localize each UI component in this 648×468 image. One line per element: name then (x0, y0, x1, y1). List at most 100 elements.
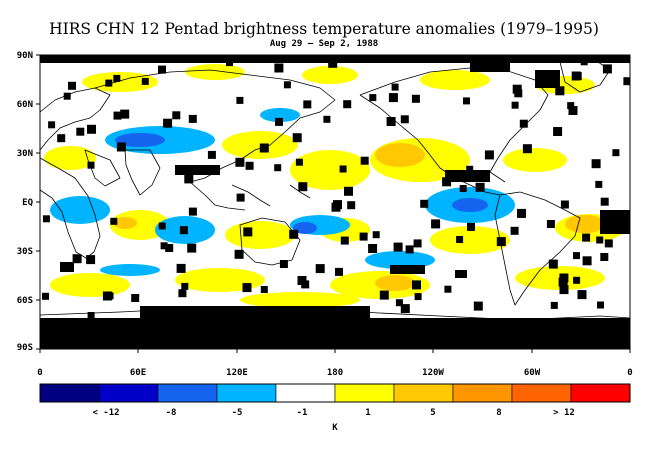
missing-data-cell (379, 290, 389, 300)
missing-data-cell (289, 229, 299, 239)
missing-data-cell (372, 231, 380, 239)
missing-data-cell (517, 208, 526, 218)
missing-data-cell (522, 144, 532, 154)
missing-data-cell (226, 59, 233, 67)
missing-data-cell (510, 226, 519, 235)
missing-data-cell (602, 64, 612, 74)
missing-data-cell (301, 280, 310, 289)
missing-data-cell (113, 111, 122, 120)
lat-label-30n: 30N (17, 149, 33, 159)
missing-data-cell (235, 157, 245, 167)
missing-data-cell (411, 94, 420, 103)
missing-data-cell (113, 74, 121, 82)
missing-data-cell (86, 255, 96, 265)
missing-data-cell (102, 291, 112, 301)
coastlines (40, 59, 630, 321)
missing-data-cell (591, 159, 601, 169)
missing-data-cell (596, 236, 604, 244)
missing-data-cell (405, 245, 414, 254)
missing-data-cell (573, 252, 580, 260)
missing-data-cell (580, 58, 588, 66)
missing-data-cell (600, 197, 609, 206)
missing-data-cell (76, 127, 85, 136)
missing-data-cell (369, 94, 377, 102)
lat-label-30s: 30S (17, 247, 33, 257)
missing-data-cell (274, 164, 282, 172)
missing-data-cell (582, 256, 592, 266)
missing-data-cell (188, 207, 197, 216)
colorbar-label-neg8: -8 (166, 408, 177, 418)
missing-data-cell (181, 282, 189, 290)
missing-data-cell (243, 227, 253, 237)
missing-data-cell (463, 97, 470, 105)
missing-data-cell (343, 100, 352, 109)
missing-data-cell (283, 81, 291, 89)
missing-data-cell (328, 58, 338, 68)
missing-data-cell (274, 63, 284, 73)
missing-data-cell (360, 156, 369, 165)
colorbar-label-lt-12: < -12 (92, 408, 119, 418)
colorbar-swatch (216, 383, 277, 403)
lon-label-60e: 60E (130, 368, 146, 378)
missing-data-cell (178, 289, 187, 298)
missing-data-cell (400, 115, 409, 124)
missing-data-cell (555, 87, 563, 95)
missing-data-cell (604, 239, 613, 248)
missing-data-cell (298, 182, 308, 192)
missing-data-cell (105, 79, 113, 87)
missing-data-cell (582, 233, 591, 242)
missing-data-cell (512, 84, 522, 94)
missing-data-cell (386, 117, 396, 126)
missing-data-cell (444, 285, 452, 293)
missing-data-cell (414, 293, 422, 301)
missing-data-cell (87, 124, 96, 134)
missing-data-cell (484, 150, 494, 160)
missing-data-cell (459, 185, 467, 192)
missing-data-cell (315, 264, 325, 274)
colorbar-boxes (39, 383, 631, 403)
colorbar: < -12 -8 -5 -1 1 5 8 > 12 K (39, 383, 631, 433)
missing-data-cell (187, 243, 197, 253)
missing-data-cell (245, 161, 254, 170)
lon-label-120w: 120W (422, 368, 444, 378)
missing-data-cell (395, 299, 403, 307)
missing-data-cell (550, 301, 558, 309)
missing-data-cell (559, 273, 569, 283)
missing-data-cell (131, 294, 140, 302)
missing-data-cell (595, 180, 603, 188)
missing-data-cell (548, 259, 558, 269)
missing-data-cell (42, 292, 49, 300)
missing-data-cell (344, 186, 353, 196)
missing-data-cell (519, 119, 528, 128)
missing-data-cell (163, 118, 173, 128)
missing-data-cell (158, 65, 166, 74)
missing-data-cell (410, 265, 418, 273)
colorbar-label-1: 1 (365, 408, 370, 418)
anomaly-field-layer (40, 55, 630, 349)
missing-data-cell (275, 117, 283, 126)
missing-data-cell (442, 177, 452, 187)
missing-data-cell (87, 161, 95, 169)
map-subtitle: Aug 29 – Sep 2, 1988 (269, 39, 379, 49)
colorbar-swatch (452, 383, 513, 403)
missing-data-cell (260, 286, 268, 293)
missing-data-cell (393, 242, 403, 252)
missing-data-cell (165, 244, 174, 252)
colorbar-label-8: 8 (496, 408, 501, 418)
missing-data-cell (571, 71, 581, 81)
missing-data-cell (597, 301, 604, 309)
missing-data-cell (188, 114, 197, 123)
colorbar-swatch (275, 383, 336, 403)
missing-data-cell (184, 174, 194, 184)
missing-data-cell (234, 249, 244, 259)
missing-data-cell (359, 232, 368, 241)
missing-data-cell (400, 304, 410, 314)
missing-data-cell (158, 222, 166, 230)
missing-data-cell (388, 93, 398, 103)
lat-label-60n: 60N (17, 100, 33, 110)
colorbar-swatch (511, 383, 572, 403)
missing-data-cell (573, 276, 581, 284)
missing-data-cell (560, 200, 569, 209)
missing-data-cell (475, 182, 485, 192)
